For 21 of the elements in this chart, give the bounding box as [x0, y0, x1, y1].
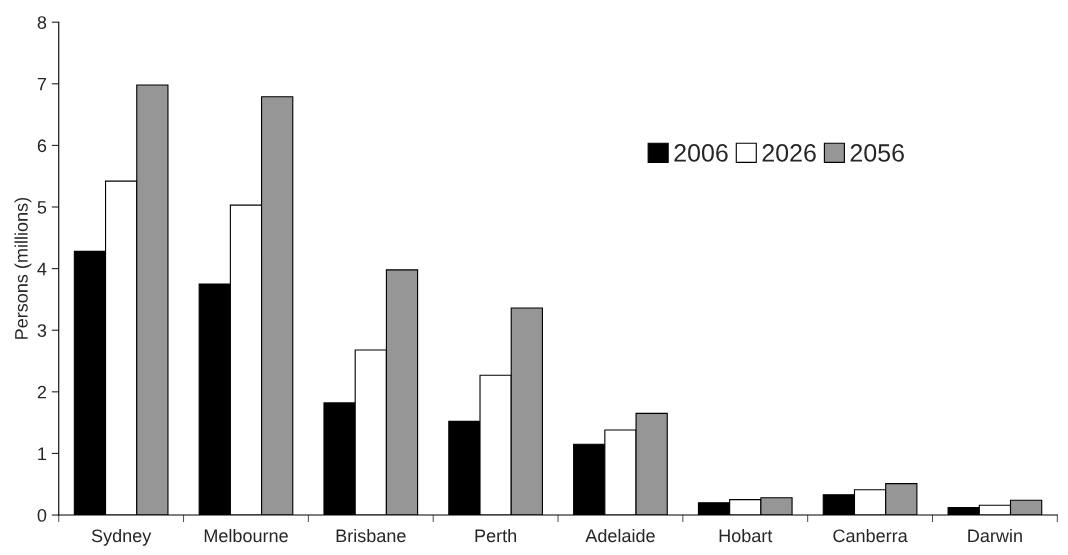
- legend-label: 2056: [850, 144, 904, 162]
- y-tick-label: 8: [37, 16, 47, 29]
- y-tick-label: 1: [38, 447, 47, 460]
- y-tick-label: 5: [37, 201, 47, 214]
- y-tick-label: 0: [37, 508, 47, 522]
- x-tick-label: Darwin: [968, 528, 1022, 543]
- x-tick-label: Sydney: [91, 528, 152, 546]
- y-tick-label: 4: [37, 262, 47, 276]
- x-tick-label: Melbourne: [204, 528, 288, 543]
- x-tick-label: Adelaide: [585, 528, 655, 543]
- legend-label: 2006: [674, 144, 728, 162]
- x-tick-label: Hobart: [719, 528, 773, 543]
- x-tick-label: Perth: [475, 528, 517, 543]
- y-tick-label: 6: [37, 139, 47, 153]
- legend-label: 2026: [762, 144, 816, 162]
- x-tick-label: Brisbane: [336, 528, 406, 543]
- x-tick-label: Canberra: [833, 528, 908, 543]
- y-tick-label: 2: [37, 385, 47, 399]
- y-tick-label: 3: [37, 324, 47, 337]
- y-axis-title: Persons (millions): [14, 198, 32, 339]
- y-tick-label: 7: [37, 77, 47, 91]
